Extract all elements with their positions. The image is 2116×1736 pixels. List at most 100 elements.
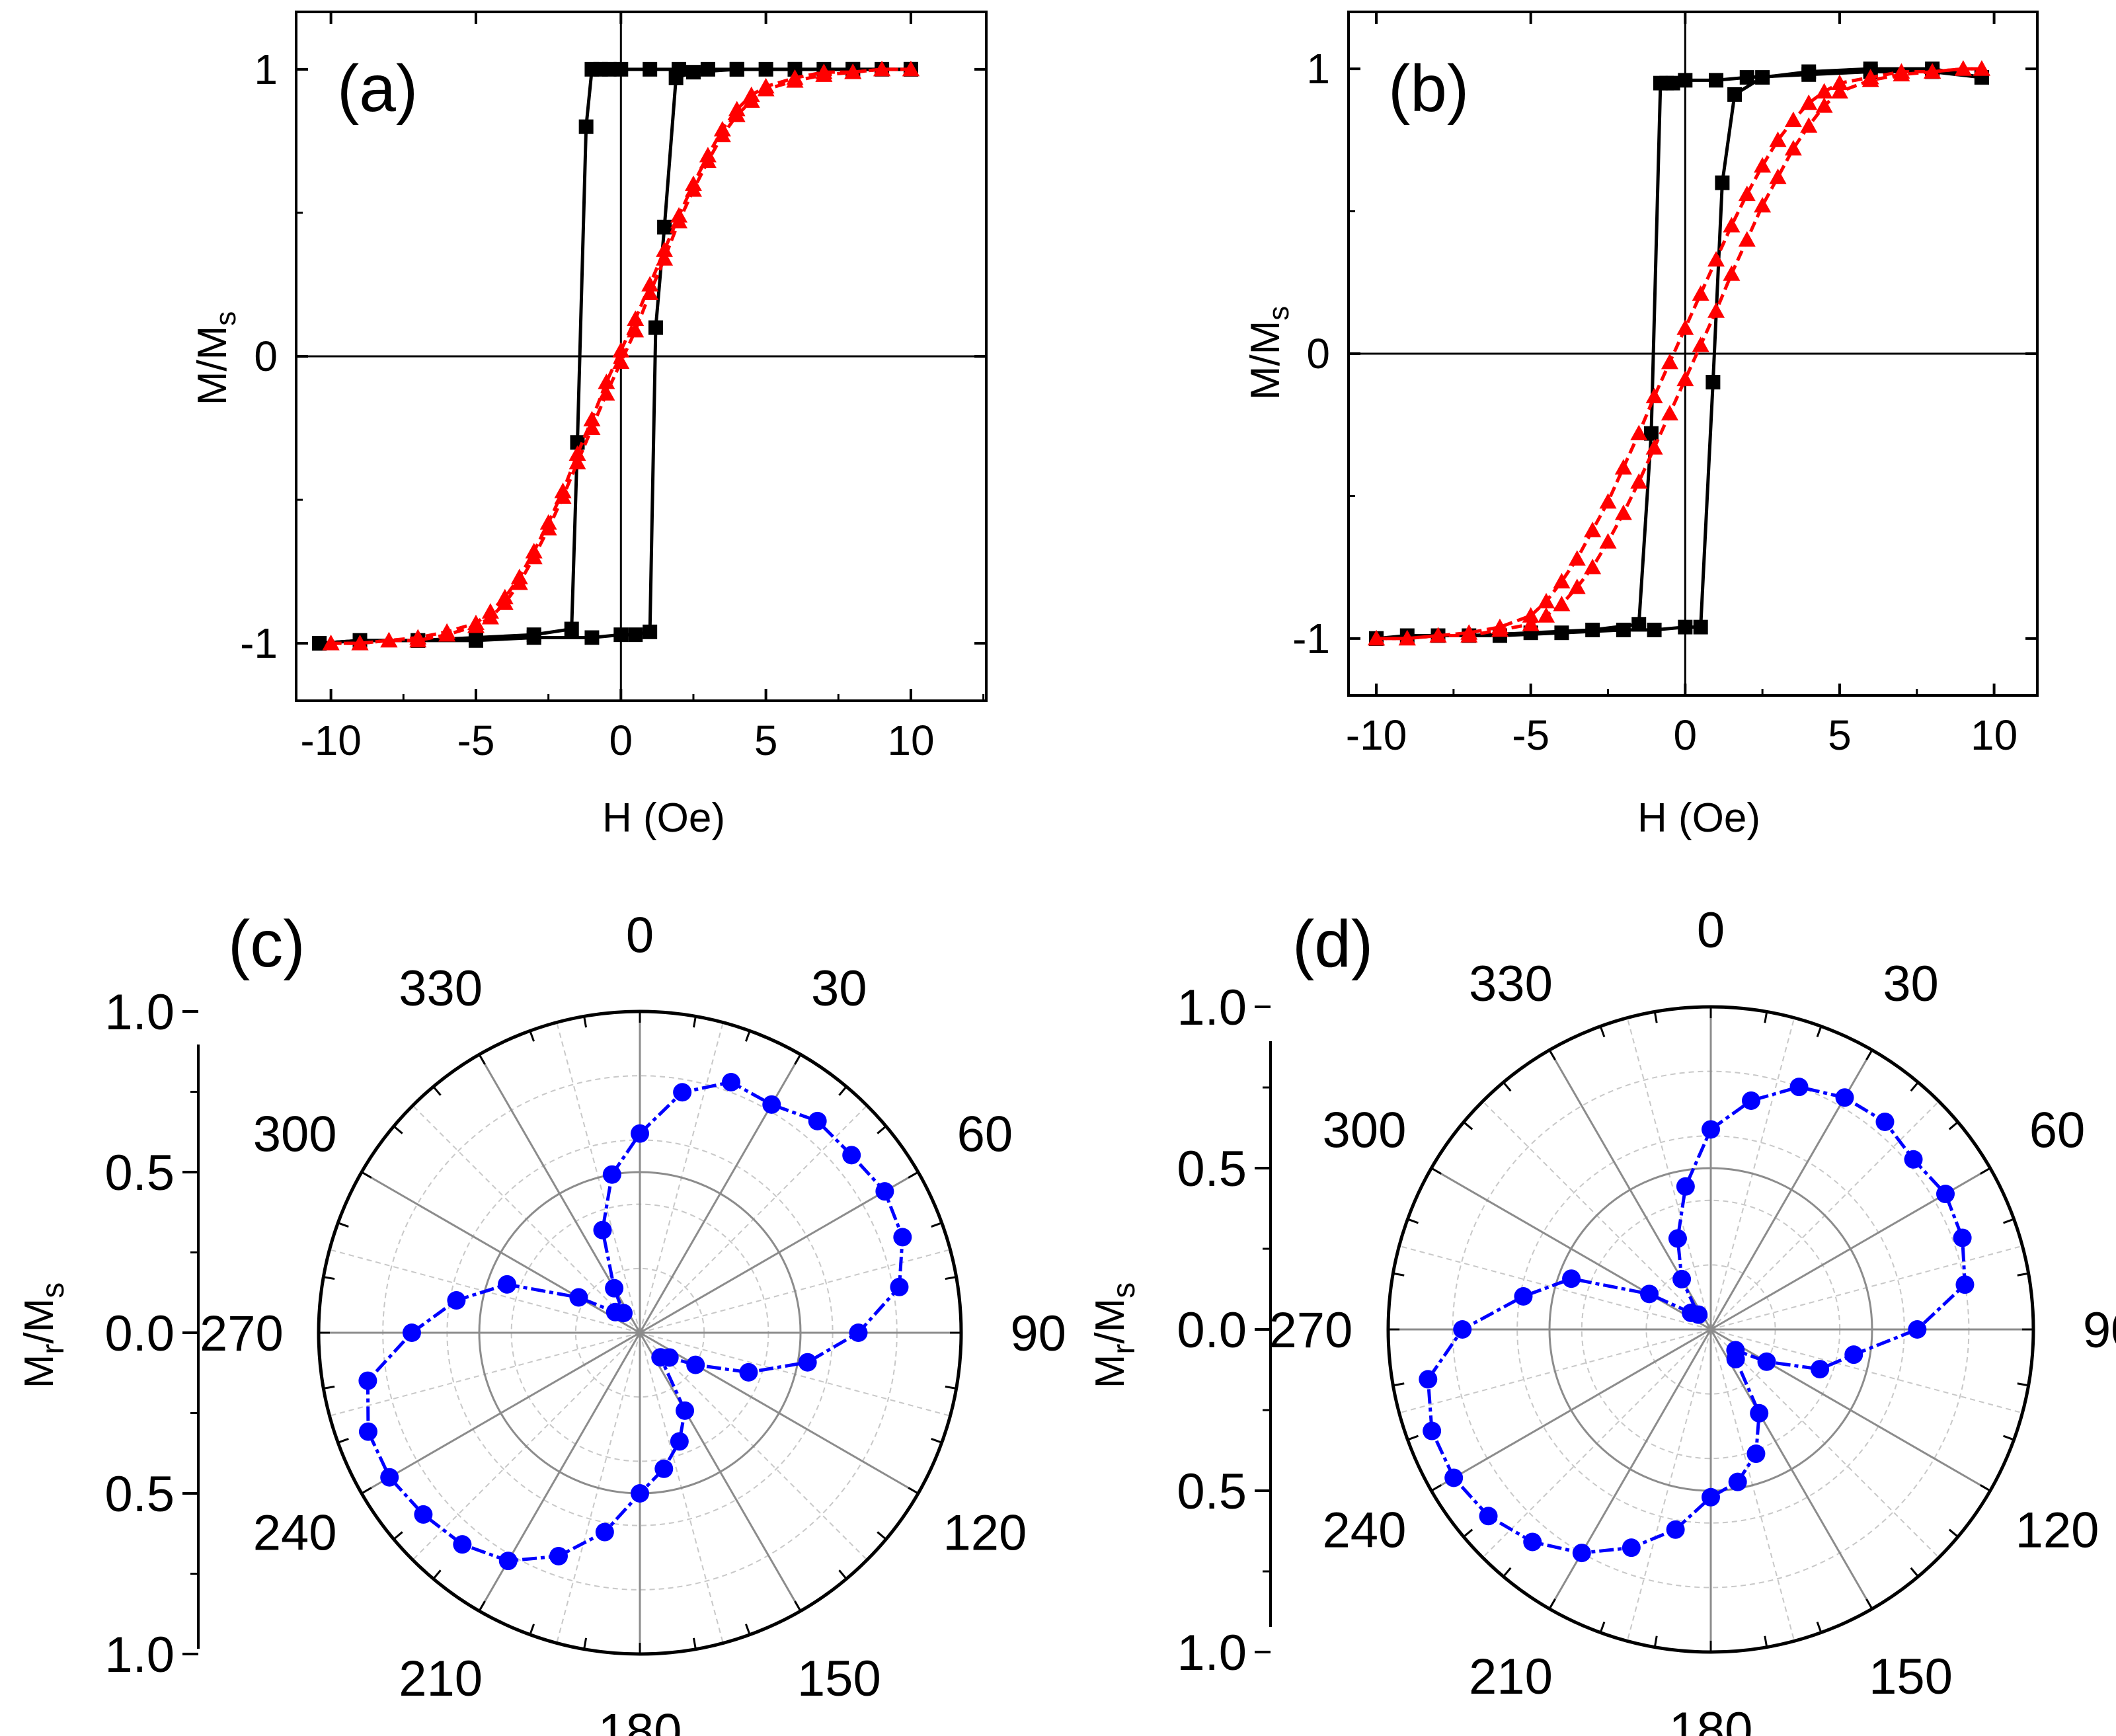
- y-axis-title-b: M/Ms: [1243, 306, 1295, 401]
- data-point-triangle: [1429, 627, 1447, 643]
- data-point-triangle: [598, 374, 615, 389]
- data-point-circle: [808, 1111, 827, 1130]
- angular-tick-label-d: 210: [1469, 1649, 1553, 1705]
- data-point-triangle: [1553, 596, 1571, 612]
- y-tick-label-a: 1: [254, 46, 278, 93]
- polar-tick-d: [1980, 1484, 1991, 1492]
- data-point-triangle: [1538, 592, 1555, 609]
- y-axis-title-d: Mr/Ms: [1087, 1282, 1142, 1389]
- data-point-triangle: [1800, 94, 1818, 110]
- data-point-triangle: [1973, 60, 1990, 76]
- data-point-square: [668, 70, 684, 85]
- data-point-triangle: [1645, 439, 1663, 455]
- data-point-circle: [1702, 1120, 1720, 1139]
- polar-tick-c: [692, 1637, 697, 1649]
- polar-tick-c: [478, 1600, 486, 1612]
- angular-tick-label-d: 270: [1269, 1302, 1352, 1359]
- data-point-circle: [686, 1355, 705, 1374]
- data-point-circle: [1444, 1468, 1464, 1487]
- polar-spoke-c: [639, 1332, 802, 1612]
- panel-d: 0 30 60 90 120 150 180 210 240 270 300 330 1.0 0.5 0.0…: [1087, 902, 2116, 1736]
- polar-tick-d: [1865, 1598, 1873, 1610]
- polar-tick-c: [583, 1016, 588, 1028]
- data-point-circle: [1789, 1078, 1809, 1097]
- angular-tick-label-d: 300: [1323, 1102, 1407, 1158]
- data-point-triangle: [1661, 353, 1678, 370]
- data-point-square: [1705, 375, 1721, 390]
- data-point-circle: [1672, 1269, 1692, 1288]
- data-point-square: [1727, 87, 1743, 102]
- data-point-circle: [602, 1165, 621, 1184]
- data-point-triangle: [380, 631, 398, 648]
- y-axis-title-c: Mr/Ms: [17, 1282, 71, 1389]
- polar-tick-d: [2017, 1382, 2029, 1387]
- polar-tick-d: [1548, 1049, 1556, 1060]
- data-point-square: [468, 633, 483, 648]
- panel-a: -10 -5 0 5 10-101 (a) H (Oe) M/Ms: [190, 11, 988, 841]
- polar-tick-c: [361, 1171, 372, 1179]
- polar-tick-d: [1407, 1218, 1419, 1224]
- polar-tick-c: [692, 1016, 697, 1028]
- data-point-square: [526, 630, 541, 645]
- data-point-square: [1755, 70, 1770, 85]
- polar-tick-c: [794, 1600, 802, 1612]
- data-point-triangle: [742, 86, 760, 102]
- data-point-circle: [447, 1291, 466, 1310]
- x-tick-label-b: 0: [1674, 711, 1698, 759]
- polar-spoke-d: [1430, 1167, 1711, 1331]
- data-point-triangle: [612, 353, 630, 370]
- angular-tick-label-d: 120: [2016, 1503, 2099, 1559]
- data-point-triangle: [612, 342, 630, 358]
- data-point-triangle: [1830, 74, 1848, 91]
- data-point-triangle: [1924, 63, 1941, 79]
- panel-c: 0 30 60 90 120 150 180 210 240 270 300 330 1.0 0.5 0.0…: [17, 907, 1066, 1736]
- data-point-triangle: [1661, 405, 1678, 420]
- angular-tick-label-d: 150: [1869, 1649, 1953, 1705]
- data-point-circle: [569, 1288, 588, 1307]
- polar-tick-c: [393, 1125, 403, 1134]
- panel-label-c: (c): [228, 907, 305, 981]
- data-point-triangle: [1954, 60, 1972, 76]
- data-point-triangle: [844, 63, 862, 79]
- polar-tick-c: [393, 1531, 403, 1540]
- data-point-circle: [1702, 1487, 1720, 1507]
- data-point-triangle: [1491, 618, 1509, 634]
- data-point-circle: [414, 1505, 433, 1524]
- data-point-triangle: [1815, 83, 1833, 99]
- polar-spoke-c: [361, 1331, 641, 1495]
- data-point-triangle: [627, 310, 645, 326]
- data-point-circle: [549, 1546, 568, 1565]
- data-point-triangle: [1861, 69, 1879, 85]
- data-point-triangle: [539, 514, 557, 530]
- polar-tick-d: [1653, 1011, 1658, 1023]
- data-point-circle: [605, 1279, 624, 1298]
- polar-tick-c: [337, 1437, 349, 1444]
- data-point-circle: [1726, 1349, 1745, 1368]
- data-point-triangle: [1692, 285, 1709, 301]
- angular-tick-label-c: 330: [399, 961, 483, 1017]
- data-point-circle: [890, 1277, 909, 1296]
- series-a-3: [322, 60, 920, 651]
- polar-spoke-c: [361, 1171, 641, 1334]
- data-point-circle: [798, 1353, 817, 1372]
- data-point-circle: [1908, 1320, 1927, 1339]
- data-point-triangle: [1830, 83, 1848, 99]
- data-point-circle: [1689, 1305, 1708, 1324]
- data-point-triangle: [496, 588, 514, 605]
- x-tick-label-b: -5: [1512, 711, 1549, 759]
- x-tick-label-a: -5: [457, 717, 495, 764]
- data-point-triangle: [554, 483, 572, 498]
- polar-tick-c: [744, 1030, 751, 1042]
- angular-tick-label-c: 300: [253, 1107, 337, 1163]
- data-point-circle: [1955, 1275, 1975, 1294]
- polar-tick-c: [323, 1276, 335, 1281]
- data-point-circle: [849, 1323, 868, 1342]
- data-point-square: [643, 61, 658, 77]
- data-point-triangle: [1738, 185, 1756, 202]
- radial-scale-label-c: 1.0: [104, 984, 175, 1041]
- polar-tick-d: [1393, 1382, 1405, 1387]
- polar-tick-d: [2017, 1272, 2029, 1277]
- radial-scale-label-c: 1.0: [104, 1627, 175, 1683]
